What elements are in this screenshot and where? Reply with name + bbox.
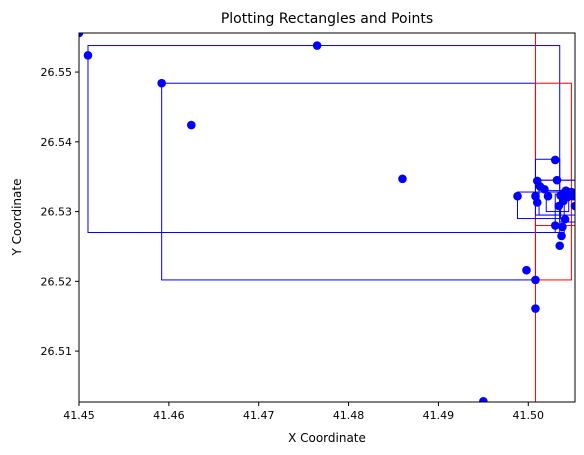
- data-point-24: [558, 222, 567, 232]
- y-axis: 26.51 26.52 26.53 26.54 26.55: [41, 66, 79, 358]
- data-point-33: [570, 201, 575, 211]
- data-point-6: [479, 397, 488, 402]
- x-tick-label-5: 41.50: [513, 409, 545, 422]
- y-axis-label: Y Coordinate: [10, 179, 24, 257]
- data-point-21: [555, 241, 565, 251]
- rectangle-1: [87, 45, 561, 233]
- data-point-23: [557, 231, 566, 241]
- data-point-3: [157, 78, 166, 88]
- data-point-0: [79, 33, 84, 38]
- rectangle-0: [79, 33, 575, 402]
- x-axis: 41.45 41.46 41.47 41.48 41.49 41.50: [63, 402, 544, 422]
- data-point-19: [552, 175, 562, 185]
- rectangle-2: [161, 82, 536, 281]
- data-point-1: [83, 51, 93, 60]
- data-point-5: [398, 174, 407, 184]
- data-point-9: [531, 275, 540, 285]
- x-tick-label-2: 41.47: [243, 409, 275, 422]
- data-point-8: [522, 265, 531, 275]
- x-tick-label-0: 41.45: [63, 409, 95, 422]
- chart-title: Plotting Rectangles and Points: [221, 11, 433, 27]
- y-tick-label-4: 26.55: [41, 66, 73, 79]
- data-point-10: [531, 304, 540, 313]
- data-point-27: [560, 214, 570, 224]
- data-point-7: [513, 191, 522, 201]
- y-tick-label-2: 26.53: [41, 206, 73, 219]
- data-point-32: [568, 191, 575, 201]
- data-point-4: [187, 120, 196, 130]
- x-tick-label-3: 41.48: [333, 409, 365, 422]
- data-point-16: [543, 191, 553, 201]
- plot-area: [79, 33, 575, 402]
- y-tick-label-0: 26.51: [41, 345, 73, 358]
- x-tick-label-4: 41.49: [423, 409, 455, 422]
- data-point-12: [532, 198, 542, 207]
- data-point-15: [540, 184, 549, 194]
- data-point-2: [312, 41, 322, 50]
- y-tick-label-3: 26.54: [41, 136, 73, 149]
- data-point-18: [550, 221, 560, 230]
- x-tick-label-1: 41.46: [153, 409, 185, 422]
- y-tick-label-1: 26.52: [41, 275, 73, 288]
- data-point-17: [550, 155, 560, 165]
- plot-frame: [78, 32, 576, 403]
- x-axis-label: X Coordinate: [288, 431, 366, 445]
